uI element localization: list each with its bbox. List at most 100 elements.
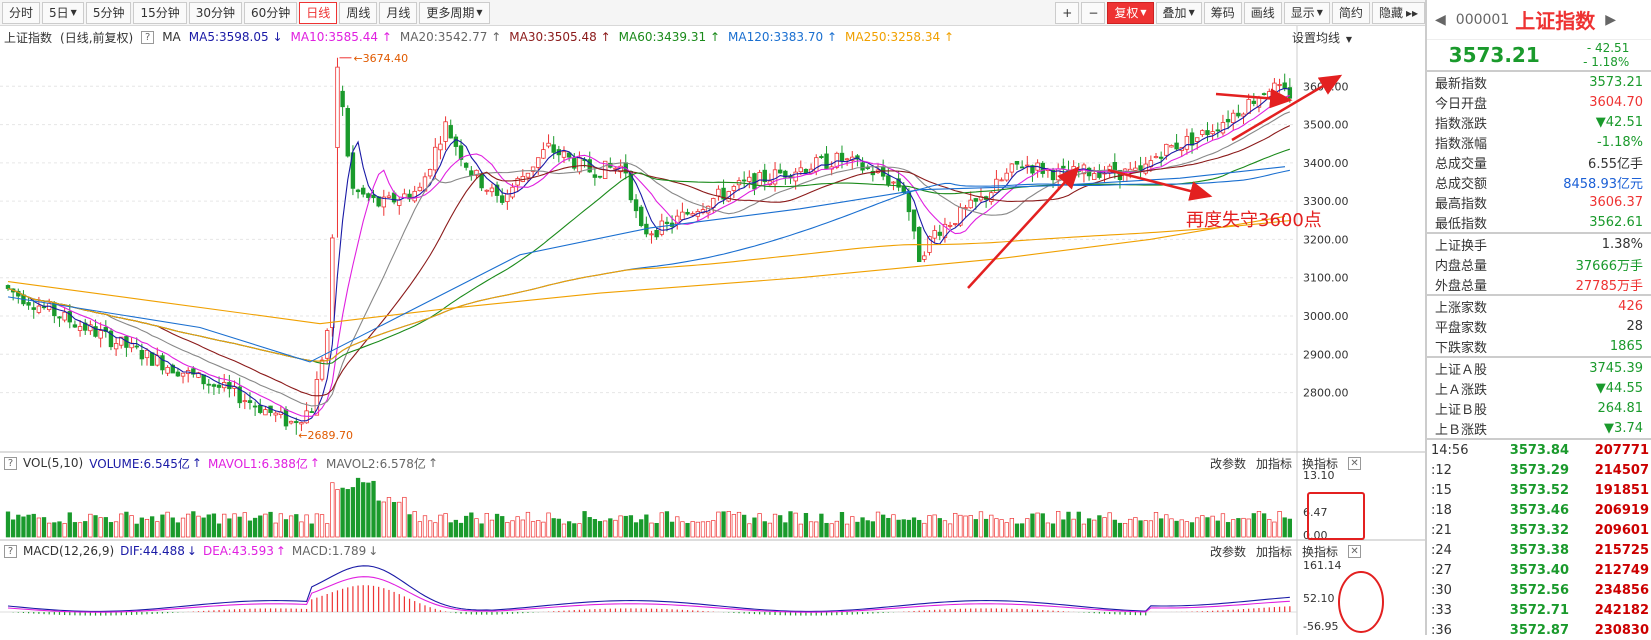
tick-row: :18 3573.46 206919 <box>1431 502 1649 518</box>
volume-bar <box>113 521 119 538</box>
candle-body <box>963 207 968 209</box>
candle-body <box>324 330 330 359</box>
volume-bar <box>227 518 232 538</box>
volume-bar <box>83 521 88 538</box>
tick-list[interactable]: 14:56 3573.84 207771:12 3573.29 214507:15 357… <box>1427 440 1651 640</box>
period-tab-7[interactable]: 周线 <box>339 1 378 24</box>
stat-label: 上证Ｂ股 <box>1435 402 1488 418</box>
candle-body <box>778 169 783 174</box>
stat-label: 指数涨幅 <box>1435 136 1488 152</box>
tool-button-0[interactable]: + <box>1055 2 1080 24</box>
candle-body <box>330 237 335 328</box>
volume-bar <box>52 522 57 538</box>
tool-button-8[interactable]: 隐藏 ▸▸ <box>1371 2 1425 24</box>
candle-body <box>731 185 737 191</box>
volume-bar <box>201 517 206 538</box>
stat-label: 总成交量 <box>1435 156 1488 172</box>
tool-button-2[interactable]: 复权 ▼ <box>1107 2 1154 24</box>
candle-body <box>134 345 139 348</box>
tool-button-6[interactable]: 显示 ▼ <box>1283 2 1330 24</box>
candle-body <box>566 152 572 158</box>
stat-value: 3745.39 <box>1589 360 1643 376</box>
tool-button-1[interactable]: − <box>1081 2 1106 24</box>
help-icon[interactable]: ? <box>141 30 155 44</box>
tool-button-4[interactable]: 筹码 <box>1203 2 1242 24</box>
period-tab-2[interactable]: 5分钟 <box>85 1 132 24</box>
next-icon[interactable]: ▶ <box>1605 11 1617 28</box>
volume-bar <box>788 511 793 538</box>
volume-bar <box>88 513 93 538</box>
candle-body <box>149 352 155 366</box>
period-tab-9[interactable]: 更多周期 ▼ <box>419 1 490 24</box>
candle-body <box>798 167 803 173</box>
candle-body <box>335 66 340 148</box>
kline-chart[interactable]: 3600.00 3500.00 3400.00 3300.00 3200.00 3100.… <box>0 0 1425 635</box>
help-icon[interactable]: ? <box>4 544 17 558</box>
period-tab-3[interactable]: 15分钟 <box>133 1 187 24</box>
prev-icon[interactable]: ◀ <box>1435 11 1446 28</box>
candle-body <box>819 156 824 158</box>
candle-body <box>113 343 119 350</box>
volume-bar <box>1076 511 1081 538</box>
set-ma-button[interactable]: 设置均线 ▼ <box>1292 31 1352 45</box>
candle-body <box>438 143 443 151</box>
volume-bar <box>1277 511 1282 538</box>
volume-bar <box>947 523 953 538</box>
volume-bar <box>577 523 582 538</box>
volume-bar <box>1112 519 1117 538</box>
volume-bar <box>881 514 886 538</box>
tick-row: :30 3572.56 234856 <box>1431 582 1649 598</box>
candle-body <box>659 220 664 235</box>
tool-button-3[interactable]: 叠加 ▼ <box>1155 2 1202 24</box>
volume-bar <box>1215 520 1220 538</box>
add-indicator-button[interactable]: 加指标 <box>1256 545 1293 559</box>
period-tab-0[interactable]: 分时 <box>2 1 41 24</box>
price-tick-label: 3300.00 <box>1303 195 1349 208</box>
change-param-button[interactable]: 改参数 <box>1210 457 1247 471</box>
candle-body <box>299 422 304 425</box>
candle-body <box>201 374 206 385</box>
volume-bar <box>16 514 21 538</box>
candle-body <box>500 195 505 203</box>
volume-bar <box>1236 518 1241 538</box>
volume-bar <box>216 523 222 538</box>
candle-body <box>649 233 654 236</box>
switch-indicator-button[interactable]: 换指标 <box>1302 457 1339 471</box>
period-tab-6[interactable]: 日线 <box>299 1 338 24</box>
volume-bar <box>1246 518 1251 538</box>
period-tab-8[interactable]: 月线 <box>379 1 418 24</box>
period-tab-1[interactable]: 5日 ▼ <box>42 1 84 24</box>
period-tab-4[interactable]: 30分钟 <box>188 1 243 24</box>
volume-bar <box>47 522 52 538</box>
volume-bar <box>911 517 917 538</box>
volume-bar <box>597 521 603 538</box>
volume-bar <box>1122 523 1128 538</box>
tool-button-5[interactable]: 画线 <box>1243 2 1282 24</box>
close-icon[interactable]: ✕ <box>1348 545 1362 558</box>
candle-body <box>273 412 278 416</box>
candle-body <box>288 420 294 424</box>
candle-body <box>675 215 680 225</box>
change-param-button[interactable]: 改参数 <box>1210 545 1247 559</box>
volume-bar <box>1200 515 1205 538</box>
volume-bar <box>1159 518 1164 538</box>
candle-body <box>844 158 850 161</box>
macd-value: MACD:1.789 <box>291 544 367 558</box>
stock-name: 上证指数 <box>1515 9 1596 33</box>
volume-bar <box>654 522 659 538</box>
volume-bar <box>175 522 181 538</box>
volume-bar <box>541 521 546 538</box>
help-icon[interactable]: ? <box>4 456 17 470</box>
period-tab-5[interactable]: 60分钟 <box>244 1 298 24</box>
candle-body <box>1184 135 1190 150</box>
close-icon[interactable]: ✕ <box>1348 457 1362 470</box>
candle-body <box>417 186 423 192</box>
volume-bar <box>1066 511 1071 538</box>
volume-bar <box>391 502 397 538</box>
volume-bar <box>608 518 613 538</box>
tool-button-7[interactable]: 简约 <box>1331 2 1370 24</box>
volume-bar <box>304 514 309 538</box>
add-indicator-button[interactable]: 加指标 <box>1256 457 1293 471</box>
stat-row: 最高指数 3606.37 <box>1427 192 1651 212</box>
switch-indicator-button[interactable]: 换指标 <box>1302 545 1339 559</box>
